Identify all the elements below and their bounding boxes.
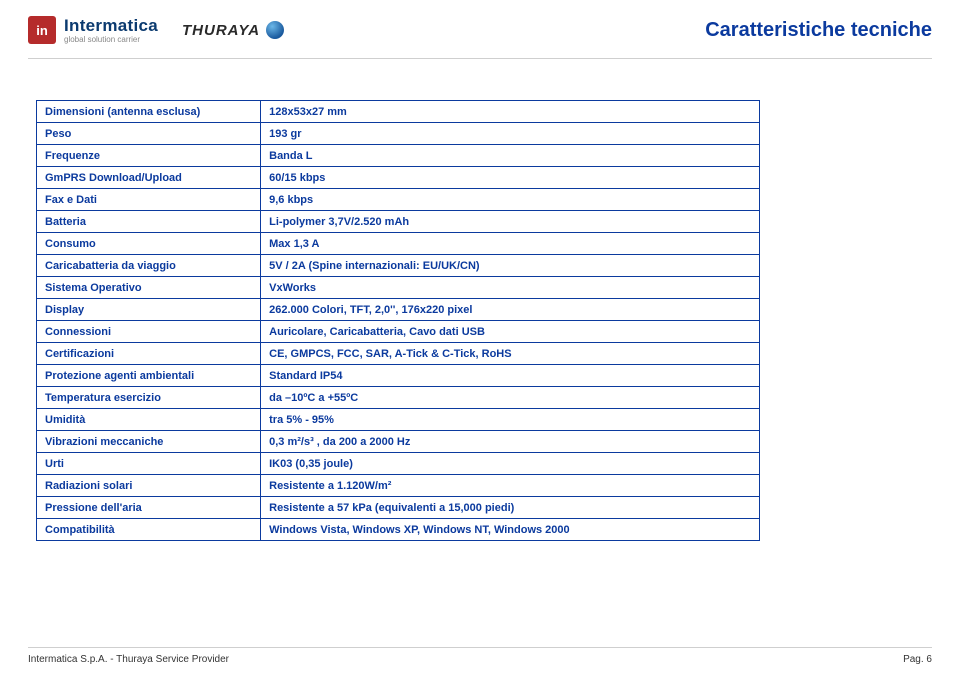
spec-value: Li-polymer 3,7V/2.520 mAh [261, 211, 760, 233]
footer-left: Intermatica S.p.A. - Thuraya Service Pro… [28, 654, 229, 665]
table-row: Protezione agenti ambientaliStandard IP5… [37, 365, 760, 387]
spec-value: Auricolare, Caricabatteria, Cavo dati US… [261, 321, 760, 343]
table-row: Vibrazioni meccaniche0,3 m²/s³ , da 200 … [37, 431, 760, 453]
page-title: Caratteristiche tecniche [705, 19, 932, 42]
content-area: Dimensioni (antenna esclusa)128x53x27 mm… [36, 100, 760, 541]
spec-value: 9,6 kbps [261, 189, 760, 211]
table-row: Radiazioni solariResistente a 1.120W/m² [37, 475, 760, 497]
table-row: FrequenzeBanda L [37, 145, 760, 167]
spec-label: Certificazioni [37, 343, 261, 365]
thuraya-logo: THURAYA [182, 21, 284, 39]
header: in Intermatica global solution carrier T… [28, 16, 932, 44]
spec-value: 193 gr [261, 123, 760, 145]
table-row: Sistema OperativoVxWorks [37, 277, 760, 299]
intermatica-text: Intermatica global solution carrier [64, 17, 158, 44]
spec-value: 0,3 m²/s³ , da 200 a 2000 Hz [261, 431, 760, 453]
footer-right: Pag. 6 [903, 654, 932, 665]
spec-label: Frequenze [37, 145, 261, 167]
spec-value: 60/15 kbps [261, 167, 760, 189]
spec-value: Banda L [261, 145, 760, 167]
intermatica-badge-icon: in [28, 16, 56, 44]
table-row: CompatibilitàWindows Vista, Windows XP, … [37, 519, 760, 541]
table-row: Dimensioni (antenna esclusa)128x53x27 mm [37, 101, 760, 123]
table-row: Peso193 gr [37, 123, 760, 145]
spec-value: tra 5% - 95% [261, 409, 760, 431]
footer: Intermatica S.p.A. - Thuraya Service Pro… [28, 647, 932, 665]
spec-label: Radiazioni solari [37, 475, 261, 497]
table-row: Caricabatteria da viaggio5V / 2A (Spine … [37, 255, 760, 277]
spec-label: Consumo [37, 233, 261, 255]
logo-group: in Intermatica global solution carrier T… [28, 16, 284, 44]
table-row: ConsumoMax 1,3 A [37, 233, 760, 255]
intermatica-logo: in Intermatica global solution carrier [28, 16, 158, 44]
spec-value: VxWorks [261, 277, 760, 299]
table-row: UrtiIK03 (0,35 joule) [37, 453, 760, 475]
spec-label: Pressione dell'aria [37, 497, 261, 519]
spec-label: Compatibilità [37, 519, 261, 541]
table-row: BatteriaLi-polymer 3,7V/2.520 mAh [37, 211, 760, 233]
spec-value: 262.000 Colori, TFT, 2,0'', 176x220 pixe… [261, 299, 760, 321]
spec-value: IK03 (0,35 joule) [261, 453, 760, 475]
spec-label: Peso [37, 123, 261, 145]
table-row: ConnessioniAuricolare, Caricabatteria, C… [37, 321, 760, 343]
spec-value: CE, GMPCS, FCC, SAR, A-Tick & C-Tick, Ro… [261, 343, 760, 365]
spec-value: 128x53x27 mm [261, 101, 760, 123]
table-row: Display262.000 Colori, TFT, 2,0'', 176x2… [37, 299, 760, 321]
spec-label: GmPRS Download/Upload [37, 167, 261, 189]
spec-label: Caricabatteria da viaggio [37, 255, 261, 277]
intermatica-tagline: global solution carrier [64, 36, 158, 44]
table-row: Umiditàtra 5% - 95% [37, 409, 760, 431]
spec-label: Fax e Dati [37, 189, 261, 211]
spec-value: Max 1,3 A [261, 233, 760, 255]
spec-value: da –10ºC a +55ºC [261, 387, 760, 409]
spec-value: Resistente a 57 kPa (equivalenti a 15,00… [261, 497, 760, 519]
header-divider [28, 58, 932, 59]
spec-value: Resistente a 1.120W/m² [261, 475, 760, 497]
spec-label: Dimensioni (antenna esclusa) [37, 101, 261, 123]
table-row: Pressione dell'ariaResistente a 57 kPa (… [37, 497, 760, 519]
table-row: Temperatura esercizioda –10ºC a +55ºC [37, 387, 760, 409]
spec-label: Urti [37, 453, 261, 475]
spec-label: Vibrazioni meccaniche [37, 431, 261, 453]
spec-value: 5V / 2A (Spine internazionali: EU/UK/CN) [261, 255, 760, 277]
intermatica-name: Intermatica [64, 17, 158, 34]
spec-value: Windows Vista, Windows XP, Windows NT, W… [261, 519, 760, 541]
spec-label: Umidità [37, 409, 261, 431]
table-row: GmPRS Download/Upload60/15 kbps [37, 167, 760, 189]
spec-table: Dimensioni (antenna esclusa)128x53x27 mm… [36, 100, 760, 541]
spec-label: Display [37, 299, 261, 321]
table-row: Fax e Dati9,6 kbps [37, 189, 760, 211]
spec-label: Protezione agenti ambientali [37, 365, 261, 387]
globe-icon [266, 21, 284, 39]
spec-label: Batteria [37, 211, 261, 233]
spec-label: Sistema Operativo [37, 277, 261, 299]
table-row: CertificazioniCE, GMPCS, FCC, SAR, A-Tic… [37, 343, 760, 365]
spec-label: Connessioni [37, 321, 261, 343]
spec-label: Temperatura esercizio [37, 387, 261, 409]
spec-value: Standard IP54 [261, 365, 760, 387]
thuraya-text: THURAYA [182, 22, 260, 39]
